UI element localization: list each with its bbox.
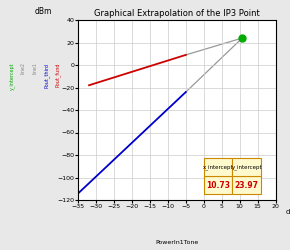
Bar <box>204 158 233 176</box>
Text: Pout_third: Pout_third <box>44 62 49 88</box>
Text: Pout_fund: Pout_fund <box>55 62 61 87</box>
Text: 10.73: 10.73 <box>206 181 230 190</box>
Title: Graphical Extrapolation of the IP3 Point: Graphical Extrapolation of the IP3 Point <box>94 9 260 18</box>
Bar <box>233 158 261 176</box>
Text: y_intercept: y_intercept <box>231 164 262 170</box>
Bar <box>233 176 261 194</box>
Text: dBm: dBm <box>35 8 52 16</box>
Text: line1: line1 <box>32 62 37 74</box>
Text: y_intercept: y_intercept <box>9 62 14 90</box>
Text: PowerIn1Tone: PowerIn1Tone <box>155 240 199 244</box>
Text: line2: line2 <box>21 62 26 74</box>
Bar <box>204 176 233 194</box>
Text: x_intercept: x_intercept <box>203 164 233 170</box>
Text: 23.97: 23.97 <box>235 181 259 190</box>
Text: dBm: dBm <box>285 209 290 215</box>
